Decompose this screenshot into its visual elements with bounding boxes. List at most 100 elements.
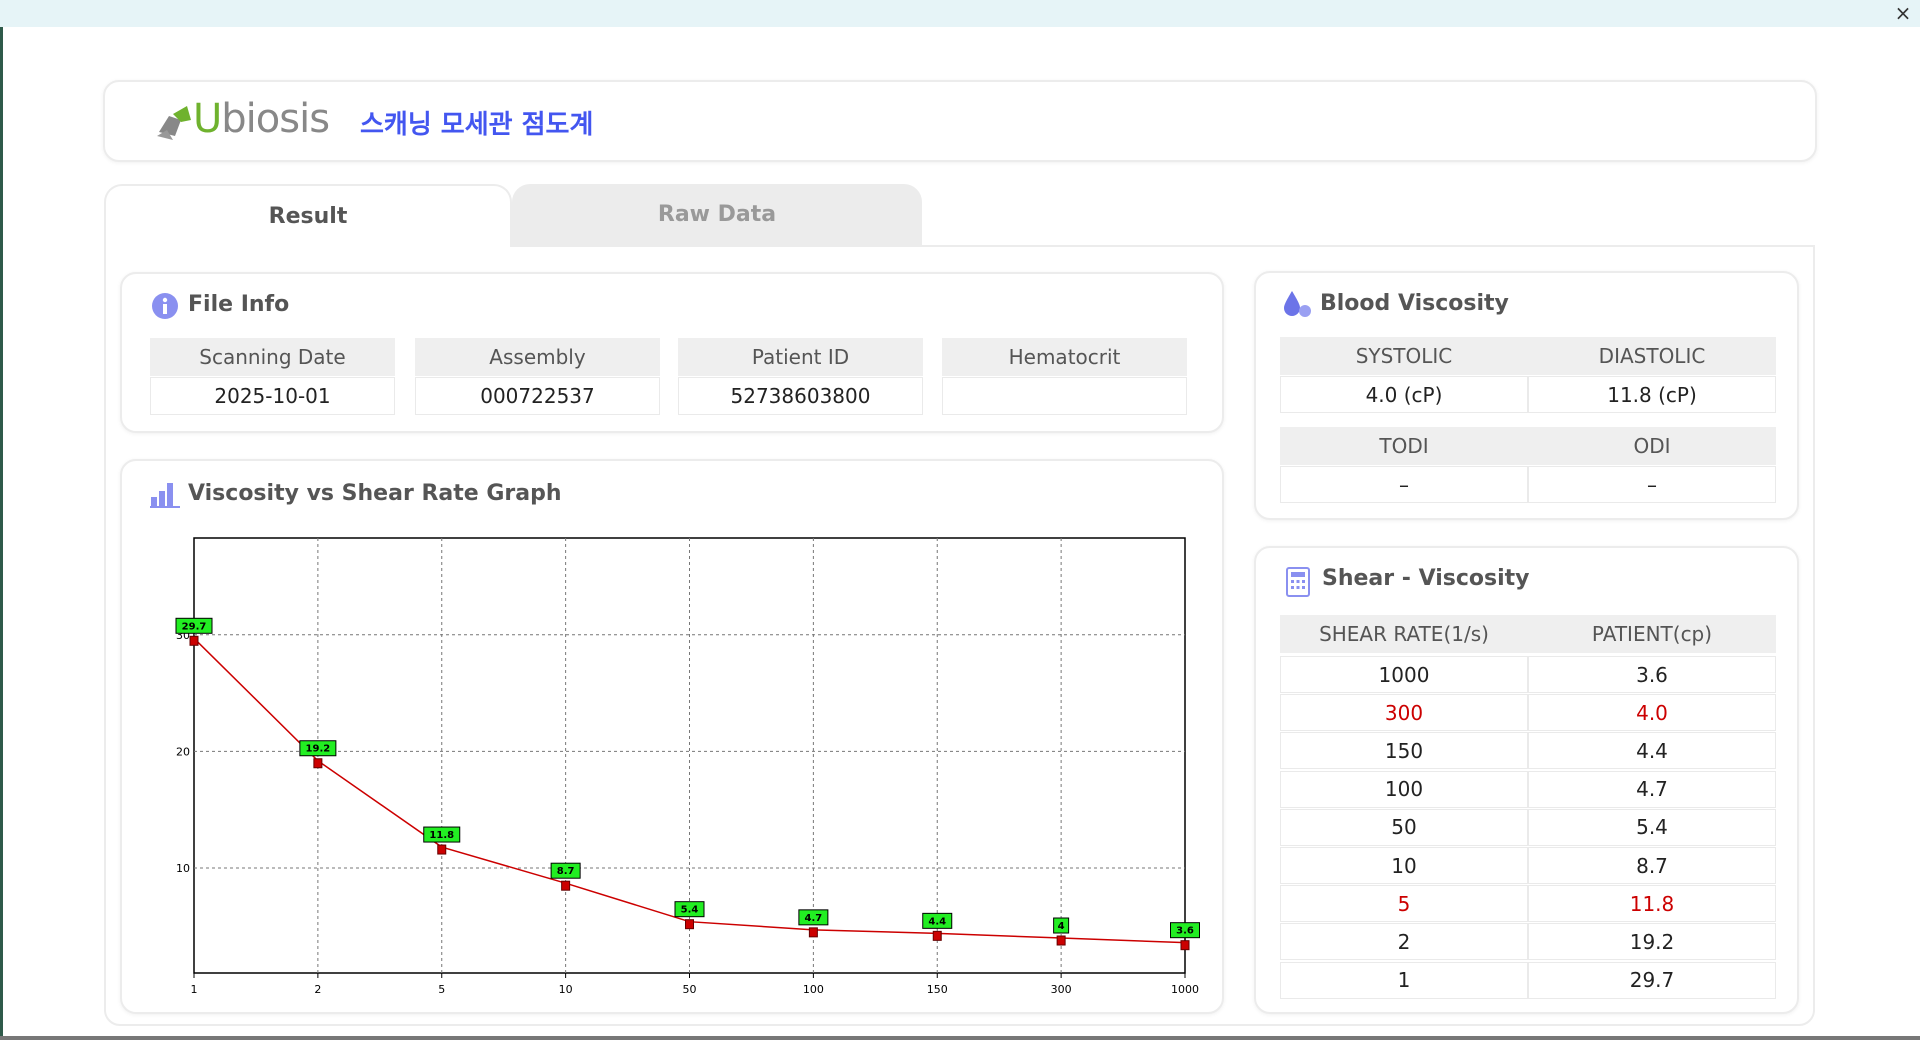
data-label: 5.4 (681, 905, 699, 916)
x-tick-label: 150 (927, 983, 948, 996)
table-cell: 000722537 (415, 377, 660, 415)
data-label-box (423, 826, 461, 843)
table-header: SYSTOLIC (1280, 337, 1528, 375)
table-cell: 4.4 (1528, 732, 1776, 770)
y-tick-label: 10 (176, 862, 190, 875)
app-title: 스캐닝 모세관 점도계 (360, 110, 594, 140)
data-label: 8.7 (557, 866, 575, 877)
table-header: DIASTOLIC (1528, 337, 1776, 375)
table-cell: 11.8 (1528, 885, 1776, 923)
chart-icon (150, 483, 180, 508)
logo-icon (157, 106, 191, 140)
close-button[interactable]: × (1894, 1, 1912, 25)
file-info-card: File Info Scanning Date 2025-10-01 Assembl… (120, 272, 1224, 433)
data-label: 29.7 (182, 621, 207, 632)
info-icon (152, 293, 178, 319)
graph-card: Viscosity vs Shear Rate Graph 10 20 30 1 2 5 1… (120, 459, 1224, 1014)
x-tick-label: 1 (191, 983, 198, 996)
table-cell: – (1280, 466, 1528, 503)
data-label-box (175, 617, 213, 634)
logo: Ubiosis (193, 96, 330, 142)
table-cell: 3.6 (1528, 656, 1776, 693)
point (808, 927, 818, 938)
window-border (0, 1036, 1920, 1040)
table-cell: 4.7 (1528, 770, 1776, 808)
tab[interactable]: Result (104, 184, 512, 247)
data-label-box (299, 740, 337, 757)
table-cell: 10 (1280, 847, 1528, 884)
data-label-box (550, 862, 581, 879)
table-cell: 150 (1280, 732, 1528, 770)
data-label: 4.4 (928, 916, 946, 927)
card-title: File Info (188, 292, 290, 317)
table-cell: 19.2 (1528, 923, 1776, 961)
table-cell: 52738603800 (678, 377, 923, 415)
table-cell: 300 (1280, 694, 1528, 732)
table-cell: 1000 (1280, 656, 1528, 693)
table-cell: 4.0 (cP) (1280, 376, 1528, 413)
table-cell: 5 (1280, 885, 1528, 923)
blood-viscosity-card: Blood Viscosity SYSTOLIC 4.0 (cP) DIASTOLI… (1254, 271, 1799, 520)
table-cell: 100 (1280, 770, 1528, 808)
table-cell: 4.0 (1528, 694, 1776, 732)
table-header: ODI (1528, 427, 1776, 465)
data-label-box (922, 912, 953, 929)
header-card: Ubiosis 스캐닝 모세관 점도계 (103, 80, 1817, 162)
x-tick-label: 300 (1051, 983, 1072, 996)
point (561, 880, 571, 891)
table-cell (942, 377, 1187, 415)
y-tick-label: 20 (176, 745, 190, 758)
x-tick-label: 1000 (1171, 983, 1199, 996)
calculator-icon (1286, 567, 1310, 597)
title-bar (0, 0, 1920, 27)
data-label: 4.7 (805, 913, 823, 924)
table-cell: 1 (1280, 961, 1528, 999)
tab[interactable]: Raw Data (512, 184, 922, 245)
point (1180, 940, 1190, 951)
card-title: Viscosity vs Shear Rate Graph (188, 481, 562, 506)
x-tick-label: 100 (803, 983, 824, 996)
data-label-box (674, 901, 705, 918)
window-border (0, 27, 3, 1040)
data-label: 4 (1058, 921, 1065, 932)
data-label-box (1053, 917, 1070, 934)
x-tick-label: 5 (438, 983, 445, 996)
point (189, 635, 199, 646)
point (1056, 935, 1066, 946)
table-header: SHEAR RATE(1/s) (1280, 615, 1528, 653)
data-label: 19.2 (306, 744, 331, 755)
table-header: Scanning Date (150, 338, 395, 376)
point (437, 844, 447, 855)
table-cell: 8.7 (1528, 847, 1776, 884)
x-tick-label: 2 (314, 983, 321, 996)
logo-text: Ubiosis (193, 96, 330, 142)
data-label-box (1170, 922, 1200, 939)
table-cell: 11.8 (cP) (1528, 376, 1776, 413)
x-tick-label: 50 (683, 983, 697, 996)
table-cell: 2 (1280, 923, 1528, 961)
data-label: 3.6 (1176, 926, 1194, 937)
table-header: Assembly (415, 338, 660, 376)
point (932, 930, 942, 941)
table-header: TODI (1280, 427, 1528, 465)
card-title: Blood Viscosity (1320, 291, 1509, 316)
table-cell: – (1528, 466, 1776, 503)
table-cell: 50 (1280, 808, 1528, 846)
x-tick-label: 10 (559, 983, 573, 996)
table-cell: 29.7 (1528, 961, 1776, 999)
point (685, 919, 694, 930)
drop-icon (1284, 291, 1311, 317)
table-header: PATIENT(cp) (1528, 615, 1776, 653)
shear-viscosity-card: Shear - Viscosity SHEAR RATE(1/s) PATIENT… (1254, 546, 1799, 1014)
table-cell: 5.4 (1528, 808, 1776, 846)
data-label: 11.8 (429, 830, 454, 841)
tab-panel (104, 245, 1815, 1026)
table-cell: 2025-10-01 (150, 377, 395, 415)
table-header: Hematocrit (942, 338, 1187, 376)
table-header: Patient ID (678, 338, 923, 376)
card-title: Shear - Viscosity (1322, 566, 1530, 591)
data-label-box (798, 909, 829, 926)
point (313, 758, 323, 769)
